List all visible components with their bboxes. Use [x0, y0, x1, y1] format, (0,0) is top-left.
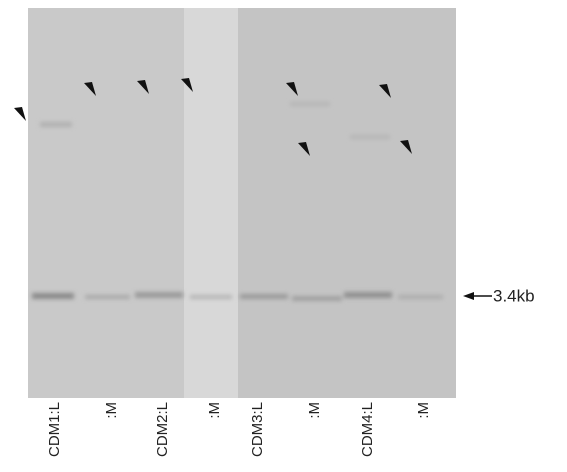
band: [344, 292, 392, 298]
faint-band: [40, 122, 72, 127]
arrowhead: [379, 84, 391, 98]
lane-label: :M: [103, 402, 120, 419]
band: [85, 295, 130, 299]
arrowhead: [84, 82, 96, 96]
lane-label: :M: [415, 402, 432, 419]
band: [240, 294, 288, 299]
lane-labels: CDM1:L :M CDM2:L :M CDM3:L :M CDM4:L :M: [46, 402, 432, 457]
gel-light-lane: [184, 8, 238, 398]
band: [190, 295, 232, 299]
bands: [32, 102, 443, 301]
band: [292, 296, 342, 301]
arrowhead: [400, 140, 412, 154]
arrowhead: [14, 107, 26, 121]
arrowhead: [181, 78, 193, 92]
lane-label: CDM1:L: [46, 402, 63, 457]
band: [32, 293, 74, 299]
band: [135, 292, 183, 298]
arrowhead: [137, 80, 149, 94]
lane-label: CDM2:L: [154, 402, 171, 457]
arrowheads: [14, 78, 412, 156]
gel-right-half: [238, 8, 456, 398]
marker-arrowhead: [463, 292, 474, 300]
marker-label: 3.4kb: [493, 286, 535, 305]
faint-band: [350, 135, 390, 139]
lane-label: :M: [206, 402, 223, 419]
lane-label: :M: [306, 402, 323, 419]
faint-band: [290, 102, 330, 106]
lane-label: CDM4:L: [359, 402, 376, 457]
arrowhead: [298, 142, 310, 156]
arrowhead: [286, 82, 298, 96]
band: [398, 295, 443, 299]
lane-label: CDM3:L: [249, 402, 266, 457]
